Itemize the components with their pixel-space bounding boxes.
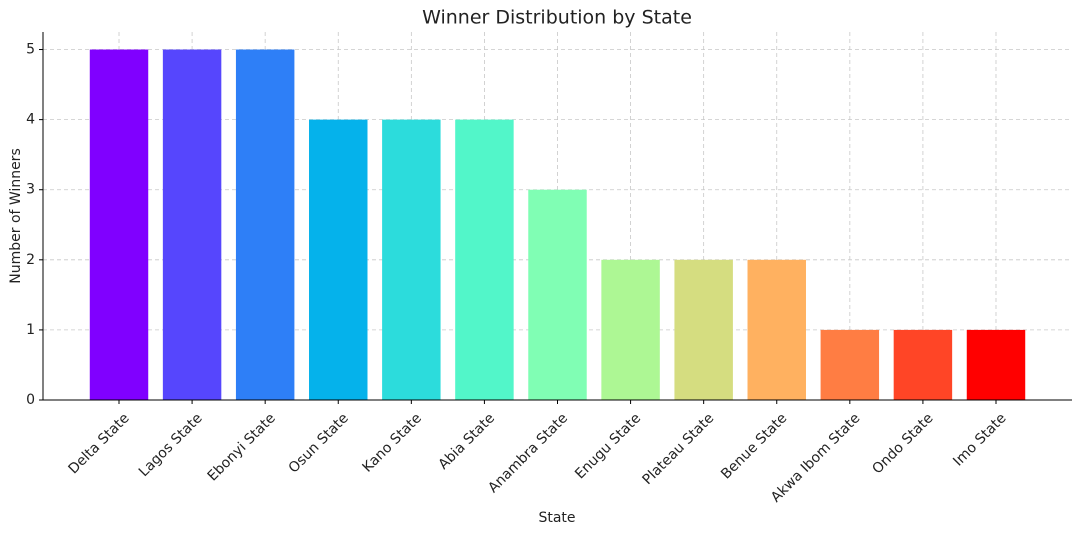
x-tick-label: Anambra State — [485, 410, 571, 496]
y-tick-label: 1 — [26, 322, 35, 338]
y-tick-label: 3 — [26, 182, 35, 198]
x-tick-label: Delta State — [66, 410, 133, 477]
x-tick-label: Ebonyi State — [205, 410, 279, 484]
bar — [601, 259, 660, 400]
bar — [89, 49, 149, 401]
x-tick-label: Benue State — [718, 410, 790, 482]
bar — [309, 119, 368, 400]
x-tick-label: Abia State — [435, 410, 498, 473]
chart-title: Winner Distribution by State — [422, 7, 692, 29]
bar — [966, 329, 1026, 400]
x-tick-label: Osun State — [286, 410, 352, 476]
bar — [747, 259, 806, 400]
y-tick-label: 0 — [26, 392, 35, 408]
bar — [893, 329, 953, 400]
bar — [455, 119, 514, 400]
x-tick-label: Plateau State — [640, 410, 718, 488]
y-tick-label: 5 — [26, 42, 35, 58]
x-tick-label: Enugu State — [572, 410, 644, 482]
bar — [162, 49, 222, 401]
x-tick-label: Imo State — [950, 410, 1009, 469]
bar — [382, 119, 441, 400]
y-tick-label: 4 — [26, 112, 35, 128]
x-axis-label: State — [538, 510, 575, 526]
bar — [820, 329, 880, 400]
x-tick-label: Lagos State — [136, 410, 206, 480]
x-tick-label: Ondo State — [869, 410, 936, 477]
y-tick-label: 2 — [26, 252, 35, 268]
bar — [674, 259, 733, 400]
y-axis-label: Number of Winners — [8, 148, 24, 283]
bar — [235, 49, 295, 401]
bar — [528, 189, 587, 400]
x-tick-label: Kano State — [360, 410, 425, 475]
